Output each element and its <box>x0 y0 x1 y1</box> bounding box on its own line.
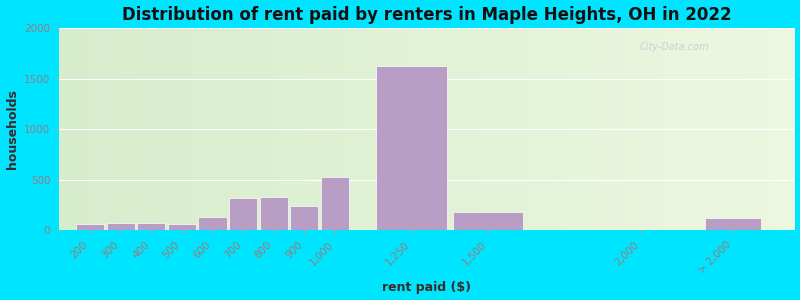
Bar <box>260 197 288 230</box>
Bar <box>76 224 104 230</box>
Bar <box>198 217 226 230</box>
X-axis label: rent paid ($): rent paid ($) <box>382 281 471 294</box>
Title: Distribution of rent paid by renters in Maple Heights, OH in 2022: Distribution of rent paid by renters in … <box>122 6 732 24</box>
Bar <box>321 177 349 230</box>
Bar <box>229 198 258 230</box>
Bar <box>705 218 762 230</box>
Y-axis label: households: households <box>6 89 18 169</box>
Bar <box>106 223 134 230</box>
Bar <box>137 223 166 230</box>
Bar <box>290 206 318 230</box>
Bar <box>376 66 447 230</box>
Bar <box>453 212 523 230</box>
Text: City-Data.com: City-Data.com <box>640 42 710 52</box>
Bar <box>168 224 196 230</box>
